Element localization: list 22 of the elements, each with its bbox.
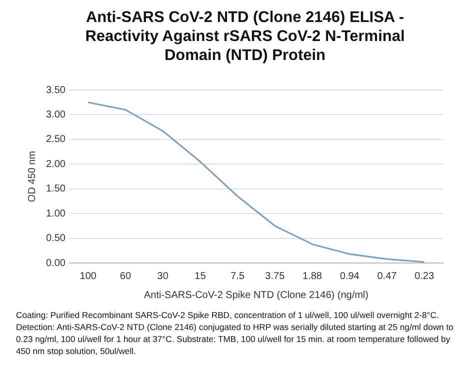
y-tick-label: 1.50 bbox=[46, 184, 66, 195]
x-tick-label: 0.23 bbox=[414, 270, 434, 282]
y-tick-label: 2.50 bbox=[46, 134, 66, 146]
y-tick-label: 0.00 bbox=[46, 258, 66, 269]
y-axis-title: OD 450 nm bbox=[26, 150, 38, 202]
y-tick-label: 1.00 bbox=[46, 208, 66, 220]
x-tick-label: 3.75 bbox=[265, 270, 286, 282]
x-tick-label: 60 bbox=[120, 270, 132, 282]
y-tick-label: 0.50 bbox=[46, 233, 66, 244]
x-tick-label: 30 bbox=[157, 270, 169, 282]
x-tick-label: 0.47 bbox=[377, 270, 398, 282]
x-tick-label: 0.94 bbox=[340, 270, 360, 282]
x-tick-label: 100 bbox=[80, 270, 97, 282]
x-tick-label: 7.5 bbox=[230, 270, 245, 282]
text: Coating: Purified Recombinant SARS-CoV-2 Spike RBD, concentration of 1 ul/well, 100 ul/well overnight 2-8°C. Detection: Anti-SARS-CoV-2 NTD (Clone 2146) conjugated to HRP was serially diluted starting at 25 ng/ml down to 0.23 ng/ml, 100 ul/well for 1 hour at 37°C. Substrate: TMB, 100 ul/well for 15 min. at room temperature followed by 450 nm stop solution, 50ul/well. bbox=[16, 309, 454, 357]
y-tick-label: 3.50 bbox=[46, 84, 66, 96]
x-axis-title: Anti-SARS-CoV-2 Spike NTD (Clone 2146) (ng/ml) bbox=[144, 290, 368, 301]
y-tick-label: 3.00 bbox=[46, 109, 66, 120]
x-tick-label: 1.88 bbox=[302, 270, 322, 282]
chart-title: Anti-SARS CoV-2 NTD (Clone 2146) ELISA - Reactivity Against rSARS CoV-2 N-Terminal Domain (NTD) Protein bbox=[84, 8, 406, 65]
y-tick-label: 2.00 bbox=[46, 158, 66, 170]
x-tick-label: 15 bbox=[194, 270, 206, 282]
